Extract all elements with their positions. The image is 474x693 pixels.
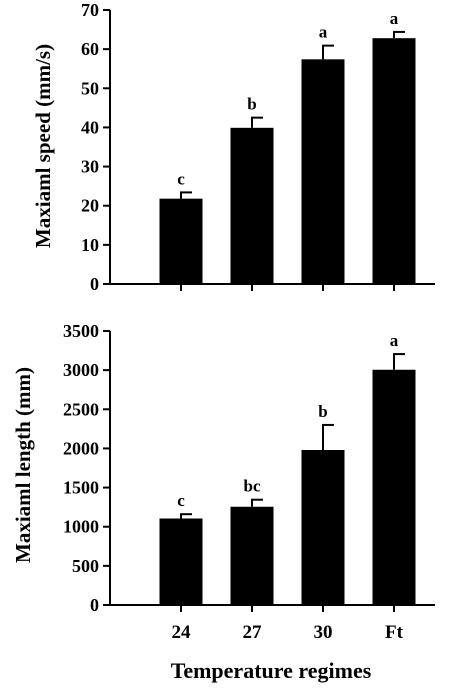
bar [230,506,274,605]
y-tick-label: 50 [81,78,99,98]
y-tick-label: 3000 [63,360,99,380]
x-tick-label: 27 [243,622,263,643]
y-tick-label: 2000 [63,438,99,458]
bar [159,518,203,605]
y-axis-label: Maxiaml length (mm) [11,367,35,563]
y-tick-label: 70 [81,0,99,20]
y-tick-label: 40 [81,117,99,137]
y-tick-label: 30 [81,157,99,177]
significance-letter: a [390,331,399,350]
significance-letter: b [247,95,256,114]
significance-letter: a [319,23,328,42]
chart-panel-speed: Maxiaml speed (mm/s) 0 10 20 30 40 50 60 70 c b a a [31,0,435,294]
y-axis-label: Maxiaml speed (mm/s) [31,44,55,248]
y-tick-label: 60 [81,39,99,59]
y-tick-label: 0 [90,274,99,294]
x-tick-label: 24 [172,622,192,643]
significance-letter: a [390,9,399,28]
bar [301,449,345,605]
significance-letter: c [177,491,185,510]
bar [372,38,416,284]
y-tick-label: 10 [81,235,99,255]
y-tick-label: 1000 [63,517,99,537]
chart-panel-length: Maxiaml length (mm) Temperature regimes … [11,321,435,683]
bar [301,59,345,284]
significance-letter: bc [244,477,261,496]
bar [372,369,416,605]
bar [159,198,203,284]
y-tick-label: 20 [81,196,99,216]
x-axis-label: Temperature regimes [171,658,372,683]
x-tick-label: 30 [314,622,333,643]
y-tick-label: 2500 [63,399,99,419]
y-tick-label: 3500 [63,321,99,341]
significance-letter: c [177,169,185,188]
y-tick-label: 0 [90,595,99,615]
y-tick-label: 1500 [63,478,99,498]
significance-letter: b [318,402,327,421]
y-tick-label: 500 [72,556,99,576]
bar [230,127,274,284]
x-tick-label: Ft [385,622,404,643]
